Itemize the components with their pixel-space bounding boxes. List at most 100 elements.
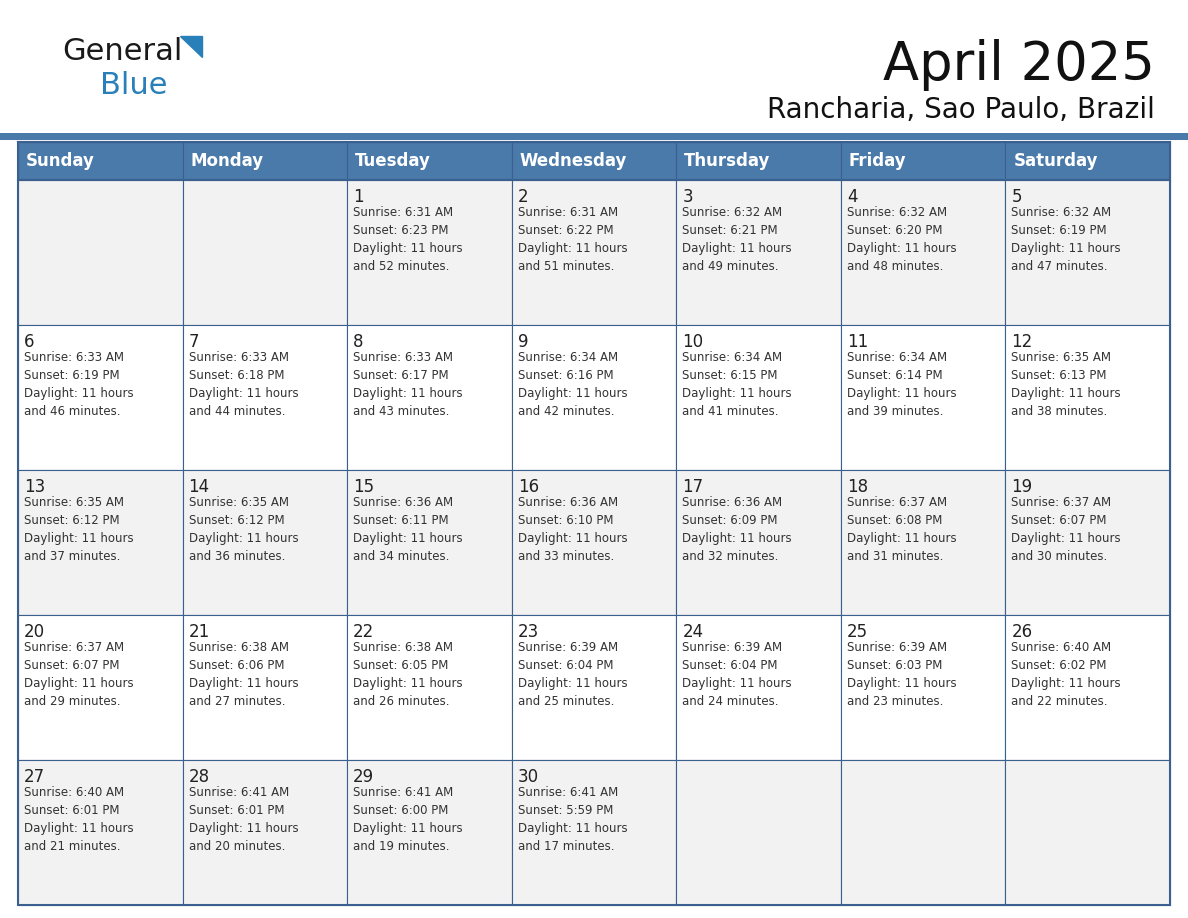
Bar xyxy=(512,325,676,470)
Text: Sunrise: 6:35 AM
Sunset: 6:13 PM
Daylight: 11 hours
and 38 minutes.: Sunrise: 6:35 AM Sunset: 6:13 PM Dayligh… xyxy=(1011,351,1121,418)
Bar xyxy=(841,142,1005,180)
Text: 16: 16 xyxy=(518,478,539,496)
Text: Sunrise: 6:33 AM
Sunset: 6:19 PM
Daylight: 11 hours
and 46 minutes.: Sunrise: 6:33 AM Sunset: 6:19 PM Dayligh… xyxy=(24,351,133,418)
Bar xyxy=(183,325,347,470)
Bar xyxy=(676,470,841,615)
Text: Sunday: Sunday xyxy=(26,152,95,170)
Bar xyxy=(676,180,841,325)
Text: Sunrise: 6:37 AM
Sunset: 6:07 PM
Daylight: 11 hours
and 29 minutes.: Sunrise: 6:37 AM Sunset: 6:07 PM Dayligh… xyxy=(24,641,133,708)
Bar xyxy=(512,180,676,325)
Bar xyxy=(676,615,841,760)
Text: Sunrise: 6:39 AM
Sunset: 6:03 PM
Daylight: 11 hours
and 23 minutes.: Sunrise: 6:39 AM Sunset: 6:03 PM Dayligh… xyxy=(847,641,956,708)
Text: Sunrise: 6:33 AM
Sunset: 6:18 PM
Daylight: 11 hours
and 44 minutes.: Sunrise: 6:33 AM Sunset: 6:18 PM Dayligh… xyxy=(189,351,298,418)
Text: 17: 17 xyxy=(682,478,703,496)
Text: 12: 12 xyxy=(1011,333,1032,351)
Bar xyxy=(18,760,183,905)
Text: 25: 25 xyxy=(847,623,868,641)
Text: 30: 30 xyxy=(518,768,539,786)
Bar xyxy=(347,470,512,615)
Text: 19: 19 xyxy=(1011,478,1032,496)
Text: Thursday: Thursday xyxy=(684,152,771,170)
Text: Sunrise: 6:37 AM
Sunset: 6:08 PM
Daylight: 11 hours
and 31 minutes.: Sunrise: 6:37 AM Sunset: 6:08 PM Dayligh… xyxy=(847,496,956,563)
Text: Sunrise: 6:37 AM
Sunset: 6:07 PM
Daylight: 11 hours
and 30 minutes.: Sunrise: 6:37 AM Sunset: 6:07 PM Dayligh… xyxy=(1011,496,1121,563)
Text: 7: 7 xyxy=(189,333,200,351)
Text: Sunrise: 6:40 AM
Sunset: 6:02 PM
Daylight: 11 hours
and 22 minutes.: Sunrise: 6:40 AM Sunset: 6:02 PM Dayligh… xyxy=(1011,641,1121,708)
Bar xyxy=(183,142,347,180)
Text: 14: 14 xyxy=(189,478,210,496)
Bar xyxy=(1005,180,1170,325)
Bar xyxy=(347,142,512,180)
Text: 5: 5 xyxy=(1011,188,1022,206)
Text: Sunrise: 6:32 AM
Sunset: 6:19 PM
Daylight: 11 hours
and 47 minutes.: Sunrise: 6:32 AM Sunset: 6:19 PM Dayligh… xyxy=(1011,206,1121,273)
Text: Sunrise: 6:38 AM
Sunset: 6:05 PM
Daylight: 11 hours
and 26 minutes.: Sunrise: 6:38 AM Sunset: 6:05 PM Dayligh… xyxy=(353,641,463,708)
Text: Sunrise: 6:32 AM
Sunset: 6:20 PM
Daylight: 11 hours
and 48 minutes.: Sunrise: 6:32 AM Sunset: 6:20 PM Dayligh… xyxy=(847,206,956,273)
Text: Friday: Friday xyxy=(849,152,906,170)
Bar xyxy=(1005,470,1170,615)
Text: Sunrise: 6:32 AM
Sunset: 6:21 PM
Daylight: 11 hours
and 49 minutes.: Sunrise: 6:32 AM Sunset: 6:21 PM Dayligh… xyxy=(682,206,792,273)
Bar xyxy=(18,470,183,615)
Text: April 2025: April 2025 xyxy=(883,39,1155,91)
Text: 4: 4 xyxy=(847,188,858,206)
Text: Sunrise: 6:39 AM
Sunset: 6:04 PM
Daylight: 11 hours
and 24 minutes.: Sunrise: 6:39 AM Sunset: 6:04 PM Dayligh… xyxy=(682,641,792,708)
Bar xyxy=(676,325,841,470)
Bar xyxy=(1005,142,1170,180)
Text: Sunrise: 6:39 AM
Sunset: 6:04 PM
Daylight: 11 hours
and 25 minutes.: Sunrise: 6:39 AM Sunset: 6:04 PM Dayligh… xyxy=(518,641,627,708)
Text: Sunrise: 6:38 AM
Sunset: 6:06 PM
Daylight: 11 hours
and 27 minutes.: Sunrise: 6:38 AM Sunset: 6:06 PM Dayligh… xyxy=(189,641,298,708)
Bar xyxy=(183,470,347,615)
Text: 11: 11 xyxy=(847,333,868,351)
Bar xyxy=(183,615,347,760)
Text: Sunrise: 6:35 AM
Sunset: 6:12 PM
Daylight: 11 hours
and 36 minutes.: Sunrise: 6:35 AM Sunset: 6:12 PM Dayligh… xyxy=(189,496,298,563)
Text: Sunrise: 6:41 AM
Sunset: 6:01 PM
Daylight: 11 hours
and 20 minutes.: Sunrise: 6:41 AM Sunset: 6:01 PM Dayligh… xyxy=(189,786,298,853)
Text: Tuesday: Tuesday xyxy=(355,152,431,170)
Text: 27: 27 xyxy=(24,768,45,786)
Bar xyxy=(18,142,1170,905)
Text: Sunrise: 6:41 AM
Sunset: 6:00 PM
Daylight: 11 hours
and 19 minutes.: Sunrise: 6:41 AM Sunset: 6:00 PM Dayligh… xyxy=(353,786,463,853)
Text: 28: 28 xyxy=(189,768,210,786)
Bar xyxy=(512,470,676,615)
Bar xyxy=(1005,325,1170,470)
Bar xyxy=(512,760,676,905)
Bar xyxy=(18,615,183,760)
Bar xyxy=(0,133,1188,140)
Text: Sunrise: 6:34 AM
Sunset: 6:15 PM
Daylight: 11 hours
and 41 minutes.: Sunrise: 6:34 AM Sunset: 6:15 PM Dayligh… xyxy=(682,351,792,418)
Text: Saturday: Saturday xyxy=(1013,152,1098,170)
Bar xyxy=(18,325,183,470)
Bar xyxy=(1005,760,1170,905)
Text: 23: 23 xyxy=(518,623,539,641)
Bar xyxy=(347,615,512,760)
Bar xyxy=(347,180,512,325)
Text: Sunrise: 6:34 AM
Sunset: 6:14 PM
Daylight: 11 hours
and 39 minutes.: Sunrise: 6:34 AM Sunset: 6:14 PM Dayligh… xyxy=(847,351,956,418)
Text: General: General xyxy=(62,38,183,66)
Text: 1: 1 xyxy=(353,188,364,206)
Bar xyxy=(347,760,512,905)
Text: 9: 9 xyxy=(518,333,529,351)
Bar xyxy=(18,142,183,180)
Text: Sunrise: 6:36 AM
Sunset: 6:09 PM
Daylight: 11 hours
and 32 minutes.: Sunrise: 6:36 AM Sunset: 6:09 PM Dayligh… xyxy=(682,496,792,563)
Bar xyxy=(841,325,1005,470)
Bar xyxy=(1005,615,1170,760)
Bar xyxy=(841,760,1005,905)
Bar xyxy=(512,142,676,180)
Text: 2: 2 xyxy=(518,188,529,206)
Bar xyxy=(841,615,1005,760)
Text: 29: 29 xyxy=(353,768,374,786)
Bar xyxy=(841,180,1005,325)
Text: 22: 22 xyxy=(353,623,374,641)
Bar xyxy=(18,180,183,325)
Bar xyxy=(183,180,347,325)
Bar xyxy=(676,760,841,905)
Text: 6: 6 xyxy=(24,333,34,351)
Text: 8: 8 xyxy=(353,333,364,351)
Text: Sunrise: 6:34 AM
Sunset: 6:16 PM
Daylight: 11 hours
and 42 minutes.: Sunrise: 6:34 AM Sunset: 6:16 PM Dayligh… xyxy=(518,351,627,418)
Bar xyxy=(676,142,841,180)
Bar xyxy=(183,760,347,905)
Text: 24: 24 xyxy=(682,623,703,641)
Polygon shape xyxy=(181,36,202,57)
Text: 26: 26 xyxy=(1011,623,1032,641)
Text: 10: 10 xyxy=(682,333,703,351)
Bar xyxy=(841,470,1005,615)
Text: 20: 20 xyxy=(24,623,45,641)
Text: Sunrise: 6:31 AM
Sunset: 6:23 PM
Daylight: 11 hours
and 52 minutes.: Sunrise: 6:31 AM Sunset: 6:23 PM Dayligh… xyxy=(353,206,463,273)
Bar xyxy=(347,325,512,470)
Text: Monday: Monday xyxy=(190,152,264,170)
